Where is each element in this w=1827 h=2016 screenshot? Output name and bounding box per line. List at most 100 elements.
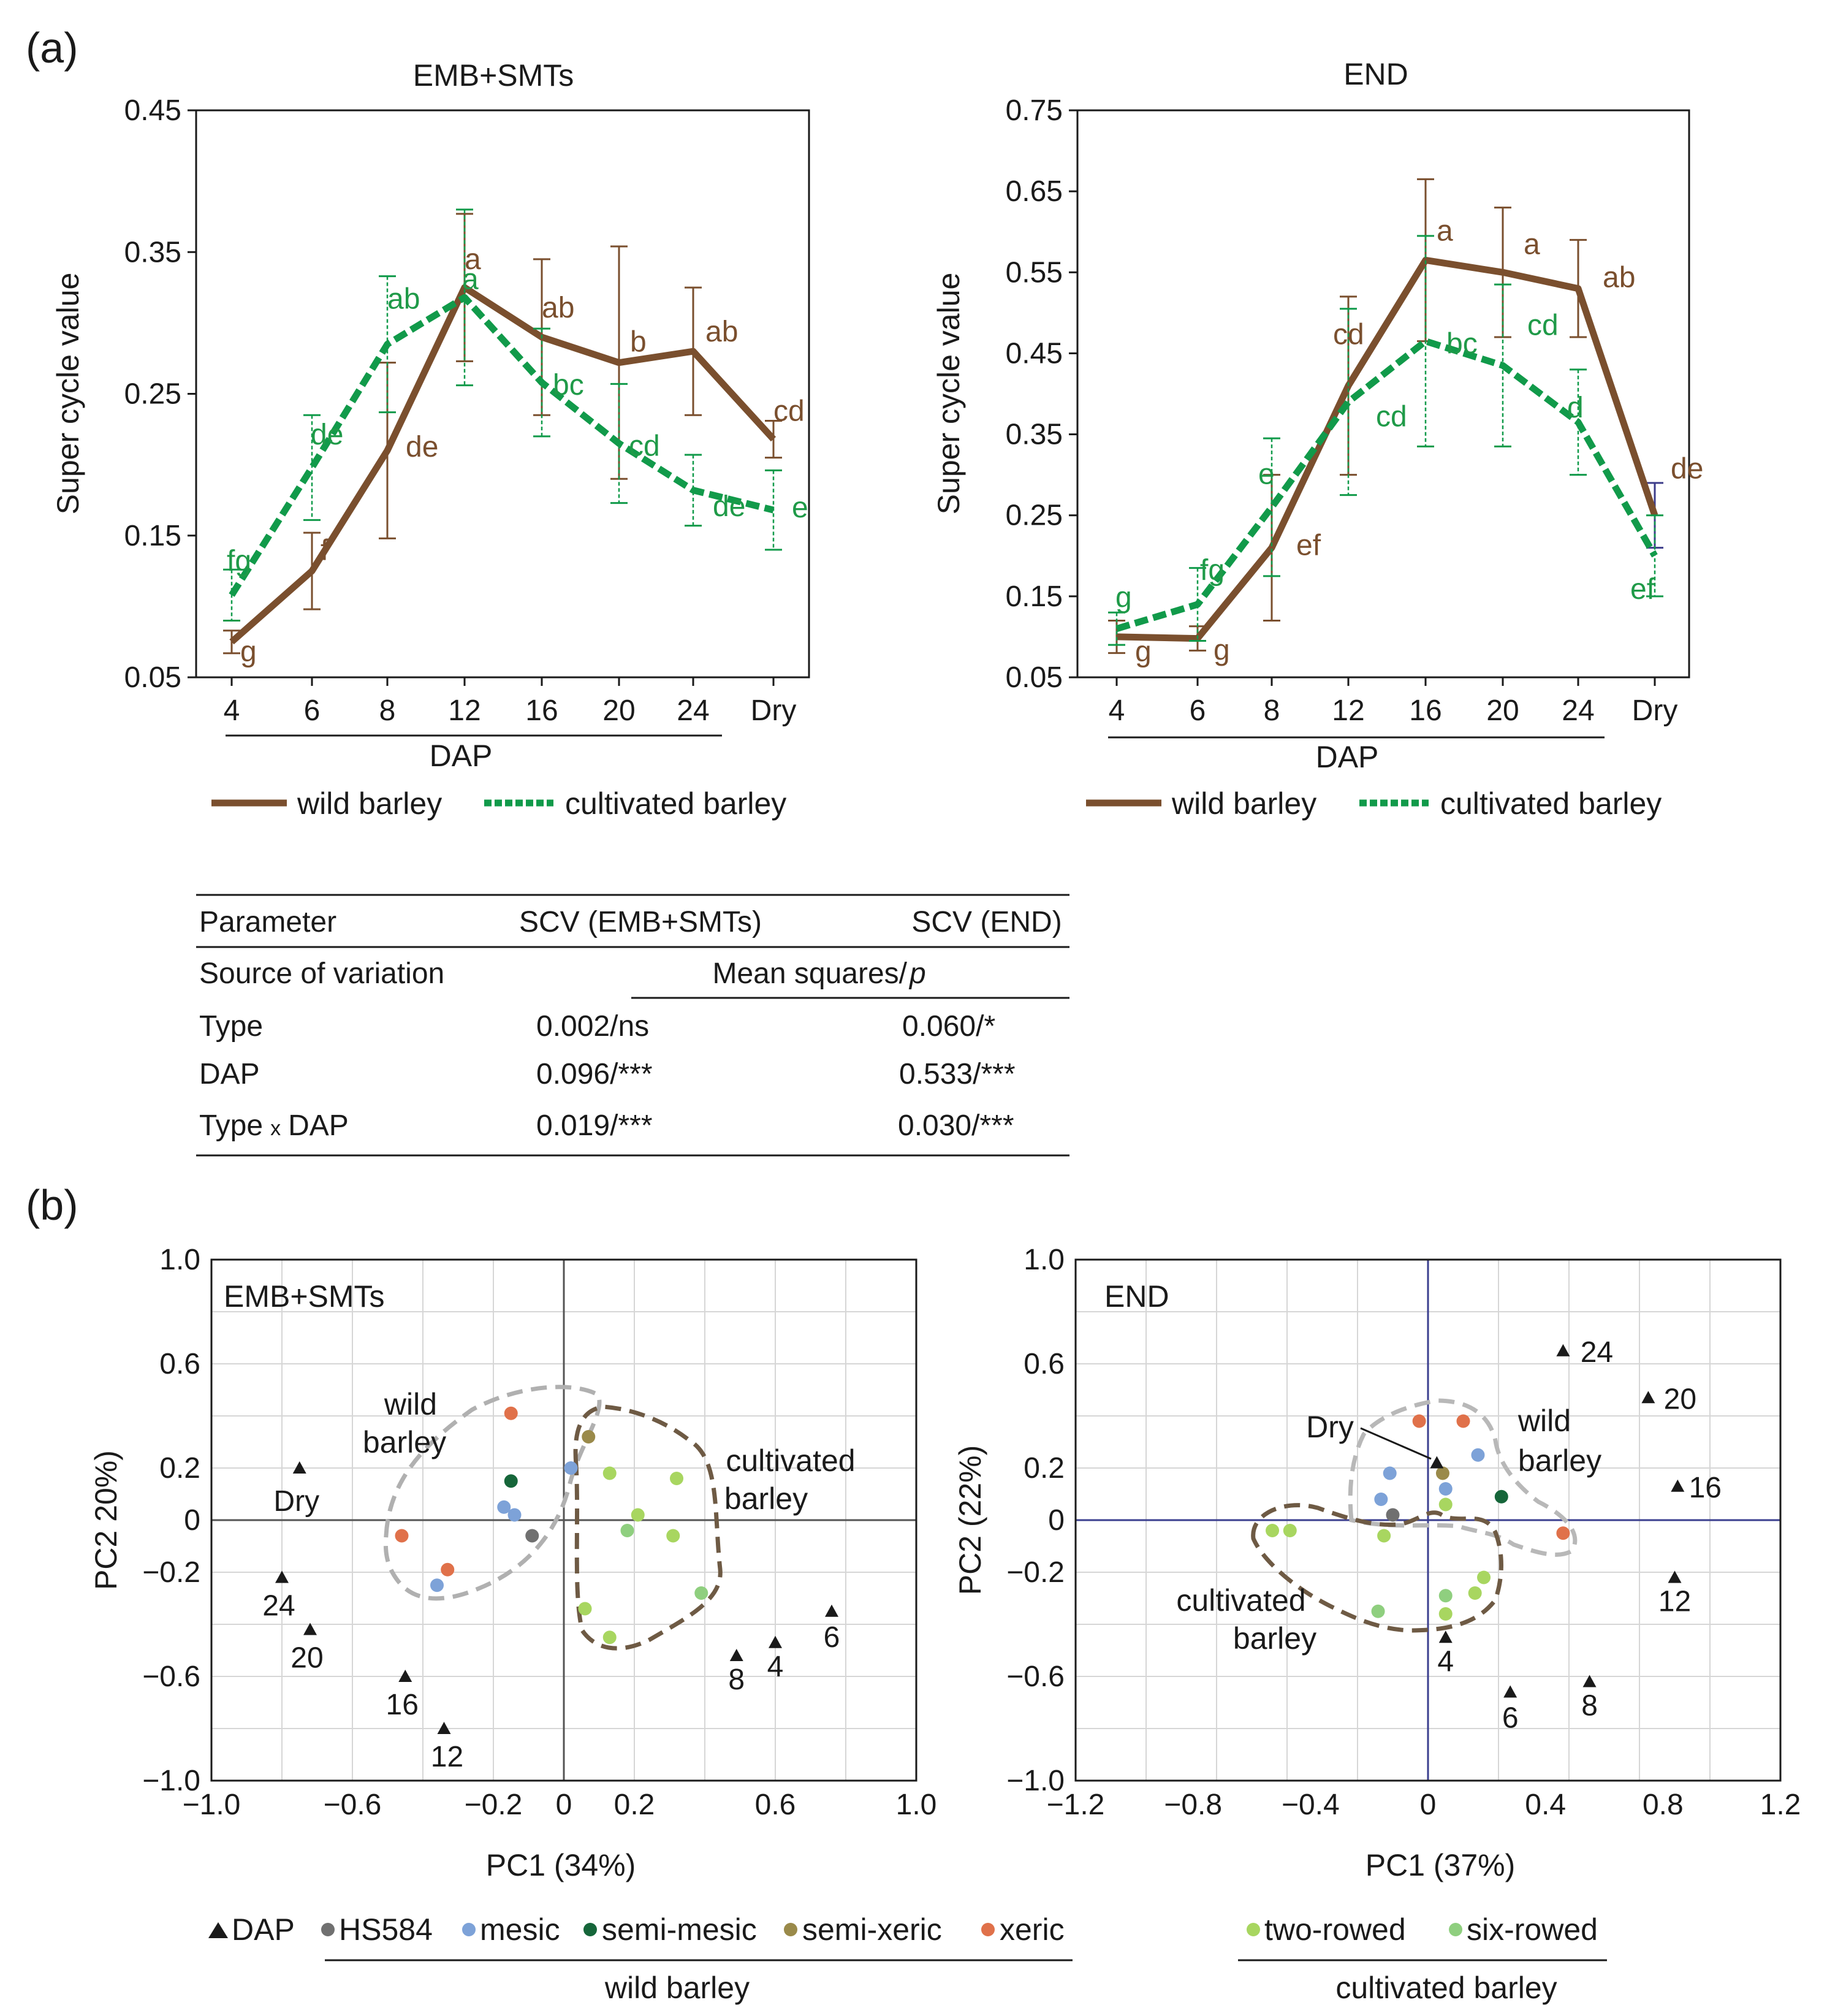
x-tick-label: −0.8 <box>1164 1789 1222 1821</box>
point-six-rowed <box>1438 1589 1453 1603</box>
significance-letter: a <box>465 243 481 276</box>
plot-frame <box>210 1258 917 1782</box>
significance-letter: de <box>311 419 343 451</box>
dap-label: 20 <box>1664 1383 1696 1415</box>
significance-letter: e <box>792 492 808 524</box>
y-tick-label: −0.6 <box>142 1660 200 1693</box>
point-semi-mesic <box>1494 1489 1508 1504</box>
point-xeric <box>1412 1414 1426 1428</box>
table-row-emb: 0.002/ns <box>536 1010 649 1043</box>
x-tick-label: 12 <box>448 694 480 727</box>
panel-label-b: (b) <box>26 1181 78 1229</box>
pca-chart-emb-smts: 1.0 0.6 0.2 0 −0.2 −0.6 −1.0 −1.0 −0.6 −0.2 0 0.2 0… <box>89 1244 936 1882</box>
point-semi-xeric <box>582 1430 596 1444</box>
significance-letter: cd <box>1527 309 1559 341</box>
significance-letter: de <box>1671 453 1703 485</box>
significance-letter: ab <box>705 316 738 348</box>
significance-letter: d <box>1567 392 1584 424</box>
legend-pca: DAP HS584 mesic semi-mesic semi-xeric xe… <box>208 1912 1607 2005</box>
legend-mesic: mesic <box>480 1912 560 1947</box>
dap-triangle-icon <box>1503 1685 1517 1698</box>
point-semi-xeric <box>1435 1466 1449 1480</box>
y-tick-label: −1.0 <box>142 1765 200 1797</box>
point-mesic <box>430 1578 444 1592</box>
x-axis-label: DAP <box>430 739 493 773</box>
y-tick-label: 0 <box>184 1504 200 1537</box>
dap-label: Dry <box>273 1485 319 1518</box>
x-tick-label: 0.6 <box>755 1789 796 1821</box>
point-six-rowed <box>694 1586 708 1600</box>
point-mesic <box>1374 1493 1388 1506</box>
x-tick-label: 1.2 <box>1760 1789 1801 1821</box>
group-outlines <box>383 1385 723 1651</box>
point-mesic <box>1471 1448 1485 1462</box>
y-axis-label: PC2 (22%) <box>953 1445 987 1596</box>
legend-xeric-dot <box>981 1923 995 1936</box>
x-tick-label: 8 <box>1264 694 1280 727</box>
legend-wild-label: wild barley <box>297 786 442 821</box>
x-tick-label: 0 <box>1420 1789 1437 1821</box>
dap-markers: Dry 24 20 16 12 8 4 6 <box>262 1461 840 1773</box>
y-axis-label: Super cycle value <box>932 273 966 515</box>
y-tick-label: 1.0 <box>159 1244 200 1276</box>
dap-label: 16 <box>386 1689 419 1721</box>
dap-label: 8 <box>1581 1690 1598 1722</box>
y-tick-label: 0.25 <box>1006 500 1063 532</box>
y-tick-label: 0.2 <box>1024 1452 1065 1485</box>
line-cultivated-barley <box>1115 338 1658 632</box>
legend-cultivated-label: cultivated barley <box>1440 786 1662 821</box>
x-tick-label: 0.2 <box>614 1789 655 1821</box>
y-tick-label: −0.2 <box>142 1556 200 1589</box>
point-two-rowed <box>1477 1570 1491 1584</box>
cultivated-barley-outline <box>573 1404 723 1651</box>
dap-label: 24 <box>1581 1336 1613 1369</box>
point-two-rowed <box>602 1466 617 1480</box>
dap-markers: 24 20 16 12 4 6 8 <box>1430 1336 1722 1735</box>
x-ticks: −1.0 −0.6 −0.2 0 0.2 0.6 1.0 <box>183 1789 937 1821</box>
point-two-rowed <box>666 1529 680 1543</box>
significance-letter: g <box>1214 634 1230 667</box>
legend-semi-mesic: semi-mesic <box>602 1912 757 1947</box>
x-tick-label: 6 <box>1190 694 1206 727</box>
table-subheader-ms: Mean squares/ <box>712 957 907 990</box>
y-tick-label: −0.2 <box>1006 1556 1065 1589</box>
dap-label: 20 <box>291 1642 323 1675</box>
significance-letter: ab <box>387 283 420 316</box>
plot-frame <box>1074 1258 1782 1782</box>
y-ticks: 1.0 0.6 0.2 0 −0.2 −0.6 −1.0 <box>142 1244 200 1797</box>
annotation-dry: Dry <box>1306 1410 1354 1444</box>
legend-wild-label: wild barley <box>1171 786 1316 821</box>
point-mesic <box>1383 1466 1397 1480</box>
y-tick-label: 0.15 <box>1006 580 1063 613</box>
x-ticks: −1.2 −0.8 −0.4 0 0.4 0.8 1.2 <box>1047 1789 1801 1821</box>
annotation-wild: wild <box>384 1387 437 1421</box>
wild-barley-outline <box>1348 1398 1578 1557</box>
point-two-rowed <box>1283 1524 1297 1537</box>
line-wild-barley <box>229 284 777 645</box>
point-two-rowed <box>1438 1497 1453 1512</box>
significance-letter: ef <box>1630 573 1655 606</box>
x-ticks: 4 6 8 12 16 20 24 Dry <box>1109 677 1677 727</box>
line-cultivated-barley <box>229 294 775 597</box>
y-ticks: 0.05 0.15 0.25 0.35 0.45 <box>124 94 196 694</box>
significance-letter: cd <box>1376 401 1407 433</box>
legend-six-rowed-dot <box>1449 1923 1462 1936</box>
dap-label: 4 <box>767 1651 784 1683</box>
legend-dap: DAP <box>232 1912 295 1947</box>
significance-letter: a <box>1524 228 1540 261</box>
y-tick-label: 0.05 <box>1006 661 1063 694</box>
grid <box>1076 1260 1780 1781</box>
y-tick-label: 0.6 <box>1024 1348 1065 1380</box>
chart-title-end: END <box>1343 57 1408 91</box>
wild-barley-outline <box>383 1385 602 1601</box>
x-tick-label: −0.6 <box>324 1789 382 1821</box>
significance-letter: bc <box>553 369 584 401</box>
annotation-barley: barley <box>724 1482 808 1516</box>
x-tick-label: 16 <box>1409 694 1441 727</box>
point-xeric <box>441 1562 455 1577</box>
significance-letter: de <box>406 431 438 463</box>
dap-triangle-icon <box>1668 1570 1682 1583</box>
dap-triangle-icon <box>275 1570 289 1583</box>
significance-letter: a <box>462 263 479 295</box>
